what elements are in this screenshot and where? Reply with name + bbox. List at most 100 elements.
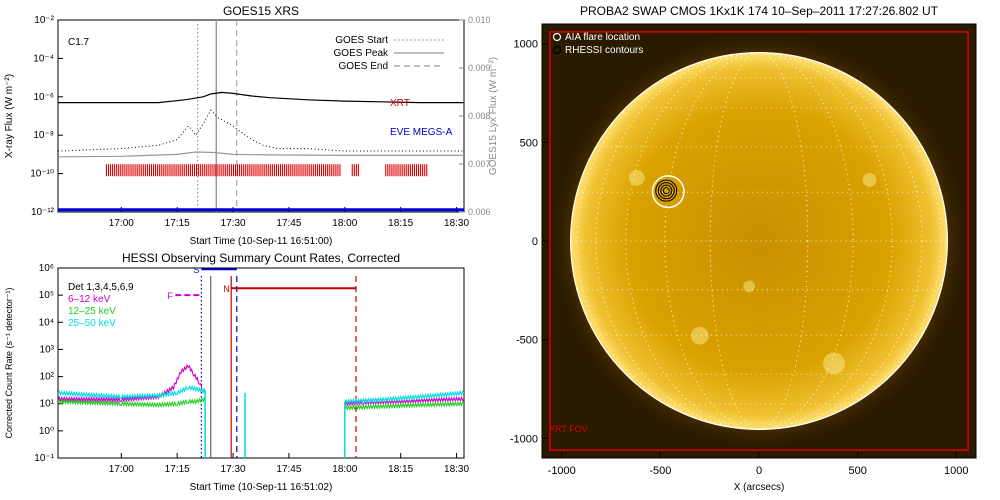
swap-xrt-fov-label: XRT FOV: [549, 424, 588, 434]
hessi-legend-label: 25–50 keV: [68, 318, 116, 329]
swap-y-tick-label: 500: [520, 137, 538, 149]
hessi-series-line: [58, 384, 206, 400]
swap-x-tick-label: 1000: [944, 465, 968, 477]
swap-xrt-fov-box: [549, 31, 969, 451]
hessi-legend-label: 12–25 keV: [68, 306, 116, 317]
goes-title: GOES15 XRS: [223, 4, 299, 18]
swap-grid-meridian: [625, 52, 893, 430]
goes-long-channel-line: [58, 91, 464, 104]
hessi-legend-label: 6–12 keV: [68, 294, 111, 305]
swap-grid-meridian: [664, 52, 854, 430]
swap-limb: [570, 52, 948, 430]
goes-eve-label: EVE MEGS-A: [390, 127, 453, 138]
goes-y2-tick-label: 0.006: [468, 207, 491, 217]
swap-y-axis: -1000 -500 0 500 1000: [510, 39, 548, 445]
swap-grid-meridian: [595, 52, 923, 430]
goes-y2-tick-label: 0.010: [468, 15, 491, 25]
hessi-x-tick-label: 17:00: [109, 464, 134, 475]
swap-grid-meridian: [709, 52, 809, 430]
hessi-plot-frame: [57, 267, 465, 459]
goes-y-tick-label: 10⁻⁶: [33, 92, 54, 103]
goes-y-label: X-ray Flux (W m⁻²): [4, 74, 15, 158]
goes-x-label: Start Time (10-Sep-11 16:51:00): [190, 236, 333, 247]
goes-x-tick-label: 18:00: [332, 218, 357, 229]
goes-y2-tick-label: 0.007: [468, 159, 491, 169]
hessi-x-tick-label: 18:00: [332, 464, 357, 475]
swap-active-region: [628, 169, 645, 186]
goes-x-tick-label: 17:45: [276, 218, 301, 229]
swap-rhessi-contour: [660, 184, 673, 197]
swap-x-tick-label: -1000: [548, 465, 576, 477]
hessi-title: HESSI Observing Summary Count Rates, Cor…: [122, 251, 400, 265]
swap-x-tick-label: -500: [649, 465, 671, 477]
swap-legend-label: AIA flare location: [565, 32, 640, 43]
goes-legend: GOES Start GOES Peak GOES End: [334, 35, 444, 72]
goes-y2-label: GOES15 Lyx Flux (W m⁻²): [488, 57, 499, 175]
swap-aia-flare-circle: [651, 175, 685, 209]
hessi-flag-label: N: [223, 284, 230, 294]
swap-x-axis: -1000 -500 0 500 1000: [548, 452, 969, 477]
swap-title: PROBA2 SWAP CMOS 1Kx1K 174 10–Sep–2011 1…: [580, 4, 939, 18]
goes-x-tick-label: 18:30: [444, 218, 469, 229]
swap-panel: PROBA2 SWAP CMOS 1Kx1K 174 10–Sep–2011 1…: [510, 4, 977, 493]
goes-plot-frame: [57, 19, 465, 213]
goes-y-tick-label: 10⁻¹²: [31, 207, 55, 218]
goes-lyman-alpha-line: [58, 151, 464, 158]
goes-x-tick-label: 17:00: [109, 218, 134, 229]
hessi-x-tick-label: 17:30: [221, 464, 246, 475]
goes-y-axis: 10⁻² 10⁻⁴ 10⁻⁶ 10⁻⁸ 10⁻¹⁰ 10⁻¹²: [30, 15, 63, 218]
hessi-x-tick-label: 17:15: [165, 464, 190, 475]
hessi-y-label: Corrected Count Rate (s⁻¹ detector⁻¹): [4, 287, 14, 438]
swap-rhessi-contour: [657, 182, 675, 200]
goes-y2-tick-label: 0.009: [468, 63, 491, 73]
hessi-legend-label: Det 1,3,4,5,6,9: [68, 282, 134, 293]
hessi-series-line: [344, 400, 464, 411]
hessi-x-tick-label: 18:30: [444, 464, 469, 475]
hessi-y-axis: 10⁶ 10⁵ 10⁴ 10³ 10² 10¹ 10⁰ 10⁻¹: [34, 263, 63, 464]
hessi-x-axis: 17:00 17:15 17:30 17:45 18:00 18:15 18:30: [109, 453, 469, 475]
goes-panel: GOES15 XRS 10⁻² 10⁻⁴ 10⁻⁶ 10⁻⁸ 10⁻¹⁰ 10⁻¹² 0.…: [4, 4, 499, 247]
hessi-x-tick-label: 18:15: [388, 464, 413, 475]
hessi-series-layer: S N F: [58, 265, 464, 458]
hessi-series-line: [58, 363, 206, 403]
goes-y-tick-label: 10⁻⁴: [33, 53, 54, 64]
goes-y-tick-label: 10⁻²: [34, 15, 54, 26]
hessi-flag-label: S: [193, 265, 199, 275]
swap-x-label: X (arcsecs): [734, 482, 785, 493]
swap-rhessi-contour: [655, 179, 678, 202]
swap-image-layer: [547, 29, 971, 453]
swap-legend-label: RHESSI contours: [565, 45, 643, 56]
hessi-y-tick-label: 10⁴: [39, 317, 54, 328]
swap-solar-disk: [570, 52, 948, 430]
swap-y-tick-label: -500: [516, 335, 538, 347]
swap-y-tick-label: 0: [532, 236, 538, 248]
hessi-y-tick-label: 10⁶: [39, 263, 54, 274]
swap-x-tick-label: 500: [848, 465, 866, 477]
goes-class-label: C1.7: [68, 37, 90, 48]
goes-y-tick-label: 10⁻¹⁰: [30, 169, 54, 180]
swap-legend-symbol: [552, 32, 562, 42]
swap-active-region: [743, 280, 756, 293]
hessi-x-tick-label: 17:45: [276, 464, 301, 475]
swap-x-tick-label: 0: [756, 465, 762, 477]
goes-x-tick-label: 17:15: [165, 218, 190, 229]
hessi-series-line: [58, 396, 206, 409]
goes-series-layer: [58, 20, 464, 212]
goes-legend-label: GOES Start: [335, 35, 388, 46]
goes-y2-tick-label: 0.008: [468, 111, 491, 121]
hessi-flag-label: F: [167, 291, 173, 301]
hessi-y-tick-label: 10⁻¹: [34, 453, 54, 464]
swap-active-region: [823, 352, 845, 375]
swap-legend: AIA flare location RHESSI contours: [552, 32, 643, 56]
swap-legend-symbol: [552, 45, 562, 55]
hessi-y-tick-label: 10¹: [40, 399, 55, 410]
goes-legend-label: GOES End: [339, 61, 388, 72]
swap-y-tick-label: -1000: [510, 433, 538, 445]
goes-xrt-label: XRT: [390, 98, 410, 109]
swap-y-tick-label: 1000: [514, 39, 538, 51]
goes-legend-label: GOES Peak: [334, 48, 389, 59]
goes-y-tick-label: 10⁻⁸: [33, 130, 54, 141]
goes-short-channel-line: [58, 109, 464, 152]
